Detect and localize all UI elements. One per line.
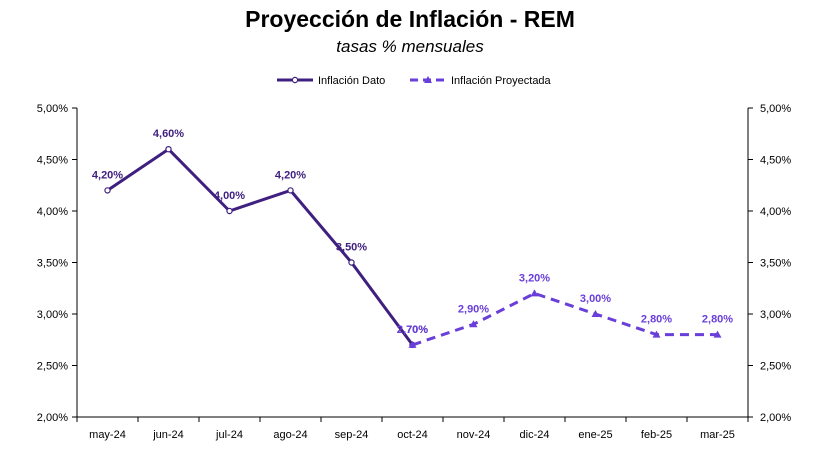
data-label: 2,70% xyxy=(397,324,428,336)
x-tick-label: may-24 xyxy=(89,429,126,441)
x-tick-label: ene-25 xyxy=(578,429,612,441)
y-tick-label-left: 3,00% xyxy=(37,309,68,321)
x-tick-label: nov-24 xyxy=(457,429,491,441)
data-point xyxy=(226,207,233,215)
data-point xyxy=(165,145,172,153)
data-label: 3,50% xyxy=(336,242,367,254)
data-point xyxy=(713,330,722,338)
y-tick-label-left: 4,00% xyxy=(37,206,68,218)
y-tick-label-left: 2,50% xyxy=(37,361,68,373)
series-line-1 xyxy=(412,291,718,347)
y-tick-label-left: 3,50% xyxy=(37,258,68,270)
data-label: 4,00% xyxy=(214,190,245,202)
y-tick-label-right: 3,50% xyxy=(760,258,791,270)
data-point xyxy=(348,259,355,266)
x-tick-label: ago-24 xyxy=(273,429,307,441)
legend-marker-dato xyxy=(291,76,299,84)
data-label: 3,00% xyxy=(580,293,611,305)
x-tick-label: jul-24 xyxy=(215,429,243,441)
data-label: 2,70% xyxy=(397,324,428,336)
series-line-0 xyxy=(106,147,414,346)
y-tick-label-left: 5,00% xyxy=(37,103,68,115)
x-tick-label: sep-24 xyxy=(335,429,369,441)
data-point xyxy=(530,289,539,297)
x-tick-label: mar-25 xyxy=(700,429,735,441)
y-tick-label-left: 4,50% xyxy=(37,155,68,167)
y-tick-label-right: 4,00% xyxy=(760,206,791,218)
x-tick-label: jun-24 xyxy=(152,429,184,441)
legend-marker-proyectada xyxy=(424,76,432,83)
data-point xyxy=(287,187,294,194)
data-label: 2,80% xyxy=(641,314,672,326)
data-point xyxy=(104,187,111,194)
chart-title: Proyección de Inflación - REM xyxy=(245,6,575,32)
x-tick-label: feb-25 xyxy=(641,429,672,441)
data-label: 2,80% xyxy=(702,314,733,326)
data-label: 4,60% xyxy=(153,128,184,140)
data-label: 4,20% xyxy=(275,169,306,181)
y-tick-label-right: 2,00% xyxy=(760,412,791,424)
y-tick-label-right: 2,50% xyxy=(760,361,791,373)
y-tick-label-right: 4,50% xyxy=(760,155,791,167)
data-label: 3,20% xyxy=(519,272,550,284)
y-tick-label-right: 5,00% xyxy=(760,103,791,115)
chart-subtitle: tasas % mensuales xyxy=(336,37,484,56)
legend-label-dato: Inflación Dato xyxy=(318,75,385,87)
data-point xyxy=(652,330,661,338)
legend-label-proyectada: Inflación Proyectada xyxy=(451,75,552,87)
y-tick-label-right: 3,00% xyxy=(760,309,791,321)
x-tick-label: dic-24 xyxy=(520,429,550,441)
data-label: 2,90% xyxy=(458,303,489,315)
x-tick-label: oct-24 xyxy=(397,429,428,441)
data-label: 4,20% xyxy=(92,169,123,181)
y-tick-label-left: 2,00% xyxy=(37,412,68,424)
data-point xyxy=(591,310,600,317)
data-point xyxy=(469,320,478,328)
data-point xyxy=(408,340,417,348)
